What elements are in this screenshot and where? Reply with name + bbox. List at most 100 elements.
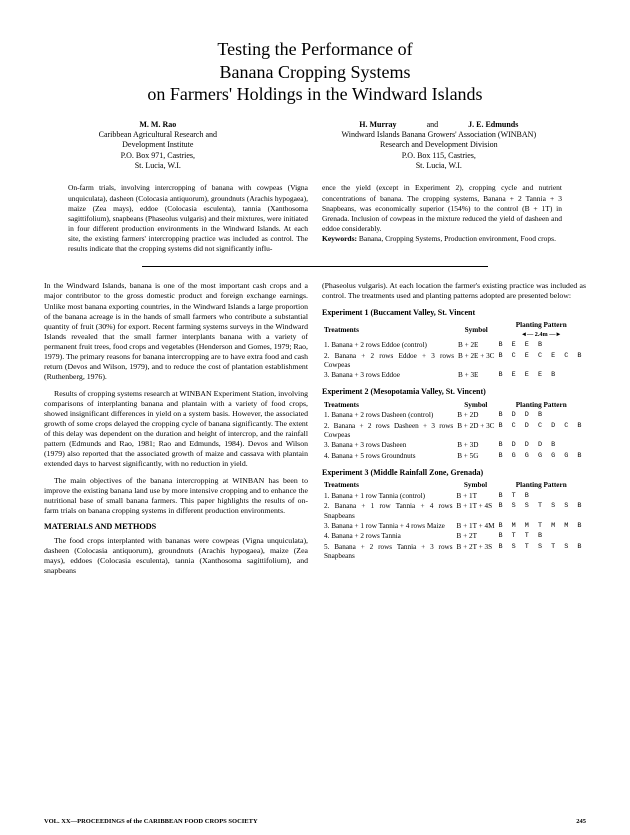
table-row: 2. Banana + 2 rows Eddoe + 3 rows Cowpea… [322, 351, 586, 371]
cell-pattern: B G G G G G B [496, 451, 586, 461]
cell-symbol: B + 1T [455, 491, 497, 501]
table-row: 2. Banana + 1 row Tannia + 4 rows Snapbe… [322, 502, 586, 522]
th-treatments: Treatments [322, 400, 455, 411]
cell-pattern: B S T S T S B [496, 542, 586, 562]
cell-pattern: B S S T S S B [496, 502, 586, 522]
author-affil: Windward Islands Banana Growers' Associa… [292, 130, 586, 140]
abstract-left: On-farm trials, involving intercropping … [68, 183, 308, 254]
author-affil: P.O. Box 115, Castries, [292, 151, 586, 161]
cell-pattern: B T T B [496, 532, 586, 542]
page-footer: VOL. XX—PROCEEDINGS of the CARIBBEAN FOO… [44, 818, 586, 825]
cell-pattern: B C D C D C B [496, 421, 586, 441]
cell-treatment: 5. Banana + 2 rows Tannia + 3 rows Snapb… [322, 542, 455, 562]
title-line-1: Testing the Performance of [217, 39, 412, 59]
keywords-text: Banana, Cropping Systems, Production env… [359, 234, 556, 243]
author-right: H. Murray and J. E. Edmunds Windward Isl… [292, 120, 586, 172]
table-row: 1. Banana + 1 row Tannia (control)B + 1T… [322, 491, 586, 501]
abstract-right: ence the yield (except in Experiment 2),… [322, 183, 562, 254]
experiment-2-heading: Experiment 2 (Mesopotamia Valley, St. Vi… [322, 387, 586, 397]
and-word: and [427, 120, 439, 130]
body-paragraph: Results of cropping systems research at … [44, 389, 308, 470]
cell-pattern: B E E E B [496, 371, 586, 381]
cell-symbol: B + 2E + 3C [456, 351, 496, 371]
th-symbol: Symbol [455, 480, 497, 491]
experiment-3-table: Treatments Symbol Planting Pattern 1. Ba… [322, 480, 586, 562]
author-name: M. M. Rao [44, 120, 272, 130]
experiment-3-heading: Experiment 3 (Middle Rainfall Zone, Gren… [322, 468, 586, 478]
th-pp-sub: ◄— 2.4m —► [521, 331, 562, 338]
footer-page-number: 245 [576, 818, 586, 825]
cell-symbol: B + 2D + 3C [455, 421, 496, 441]
abstract-right-text: ence the yield (except in Experiment 2),… [322, 183, 562, 233]
author-affil: Caribbean Agricultural Research and [44, 130, 272, 140]
cell-treatment: 4. Banana + 5 rows Groundnuts [322, 451, 455, 461]
author-left: M. M. Rao Caribbean Agricultural Researc… [44, 120, 272, 172]
author-affil: St. Lucia, W.I. [44, 161, 272, 171]
table-row: 3. Banana + 3 rows EddoeB + 3EB E E E B [322, 371, 586, 381]
cell-treatment: 4. Banana + 2 rows Tannia [322, 532, 455, 542]
cell-symbol: B + 3E [456, 371, 496, 381]
th-symbol: Symbol [456, 320, 496, 341]
materials-methods-heading: MATERIALS AND METHODS [44, 522, 308, 533]
cell-symbol: B + 1T + 4S [455, 502, 497, 522]
author-name: H. Murray [359, 120, 396, 130]
body-columns: In the Windward Islands, banana is one o… [44, 281, 586, 582]
cell-treatment: 3. Banana + 1 row Tannia + 4 rows Maize [322, 522, 455, 532]
author-affil: St. Lucia, W.I. [292, 161, 586, 171]
cell-symbol: B + 2T + 3S [455, 542, 497, 562]
body-paragraph: In the Windward Islands, banana is one o… [44, 281, 308, 382]
author-name: J. E. Edmunds [468, 120, 518, 130]
experiment-1-table: Treatments Symbol Planting Pattern ◄— 2.… [322, 320, 586, 381]
author-affil: Research and Development Division [292, 140, 586, 150]
cell-symbol: B + 3D [455, 441, 496, 451]
exp3-rows: 1. Banana + 1 row Tannia (control)B + 1T… [322, 491, 586, 562]
abstract: On-farm trials, involving intercropping … [68, 183, 562, 254]
experiment-2-table: Treatments Symbol Planting Pattern 1. Ba… [322, 400, 586, 462]
exp1-rows: 1. Banana + 2 rows Eddoe (control)B + 2E… [322, 341, 586, 381]
th-pp-text: Planting Pattern [516, 321, 567, 329]
cell-symbol: B + 2E [456, 341, 496, 351]
th-planting-pattern: Planting Pattern [496, 480, 586, 491]
cell-treatment: 3. Banana + 3 rows Eddoe [322, 371, 456, 381]
body-paragraph: The food crops interplanted with bananas… [44, 536, 308, 577]
cell-pattern: B T B [496, 491, 586, 501]
th-treatments: Treatments [322, 320, 456, 341]
table-row: 1. Banana + 2 rows Dasheen (control)B + … [322, 411, 586, 421]
th-planting-pattern: Planting Pattern ◄— 2.4m —► [496, 320, 586, 341]
title-line-2: Banana Cropping Systems [220, 62, 411, 82]
cell-symbol: B + 2T [455, 532, 497, 542]
table-row: 2. Banana + 2 rows Dasheen + 3 rows Cowp… [322, 421, 586, 441]
author-affil: P.O. Box 971, Castries, [44, 151, 272, 161]
cell-pattern: B M M T M M B [496, 522, 586, 532]
cell-symbol: B + 2D [455, 411, 496, 421]
cell-treatment: 2. Banana + 2 rows Eddoe + 3 rows Cowpea… [322, 351, 456, 371]
body-left-column: In the Windward Islands, banana is one o… [44, 281, 308, 582]
th-symbol: Symbol [455, 400, 496, 411]
table-row: 5. Banana + 2 rows Tannia + 3 rows Snapb… [322, 542, 586, 562]
th-treatments: Treatments [322, 480, 455, 491]
table-row: 4. Banana + 2 rows TanniaB + 2TB T T B [322, 532, 586, 542]
keywords-label: Keywords: [322, 234, 357, 243]
cell-pattern: B E E B [496, 341, 586, 351]
exp2-rows: 1. Banana + 2 rows Dasheen (control)B + … [322, 411, 586, 462]
th-planting-pattern: Planting Pattern [496, 400, 586, 411]
paper-title: Testing the Performance of Banana Croppi… [44, 38, 586, 106]
cell-pattern: B D D D B [496, 441, 586, 451]
body-paragraph: (Phaseolus vulgaris). At each location t… [322, 281, 586, 301]
title-line-3: on Farmers' Holdings in the Windward Isl… [147, 84, 482, 104]
section-divider [142, 266, 489, 267]
body-paragraph: The main objectives of the banana interc… [44, 476, 308, 517]
author-affil: Development Institute [44, 140, 272, 150]
table-row: 4. Banana + 5 rows GroundnutsB + 5GB G G… [322, 451, 586, 461]
cell-pattern: B D D B [496, 411, 586, 421]
cell-treatment: 2. Banana + 2 rows Dasheen + 3 rows Cowp… [322, 421, 455, 441]
cell-treatment: 3. Banana + 3 rows Dasheen [322, 441, 455, 451]
cell-symbol: B + 1T + 4M [455, 522, 497, 532]
authors-block: M. M. Rao Caribbean Agricultural Researc… [44, 120, 586, 172]
cell-treatment: 2. Banana + 1 row Tannia + 4 rows Snapbe… [322, 502, 455, 522]
table-row: 3. Banana + 1 row Tannia + 4 rows MaizeB… [322, 522, 586, 532]
cell-treatment: 1. Banana + 1 row Tannia (control) [322, 491, 455, 501]
footer-left: VOL. XX—PROCEEDINGS of the CARIBBEAN FOO… [44, 818, 258, 825]
table-row: 1. Banana + 2 rows Eddoe (control)B + 2E… [322, 341, 586, 351]
cell-pattern: B C E C E C B [496, 351, 586, 371]
